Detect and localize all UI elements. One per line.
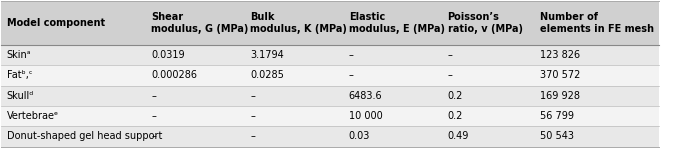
Text: Fatᵇ,ᶜ: Fatᵇ,ᶜ xyxy=(7,70,32,81)
Text: 50 543: 50 543 xyxy=(540,131,574,141)
Text: –: – xyxy=(151,111,156,121)
Bar xyxy=(1,1,659,45)
Text: 370 572: 370 572 xyxy=(540,70,580,81)
Text: Elastic
modulus, E (MPa): Elastic modulus, E (MPa) xyxy=(349,12,445,34)
Bar xyxy=(1,106,659,126)
Text: –: – xyxy=(349,70,354,81)
Text: 56 799: 56 799 xyxy=(540,111,574,121)
Text: 0.000286: 0.000286 xyxy=(151,70,198,81)
Text: 123 826: 123 826 xyxy=(540,50,580,60)
Text: –: – xyxy=(250,111,255,121)
Text: Bulk
modulus, K (MPa): Bulk modulus, K (MPa) xyxy=(250,12,347,34)
Bar xyxy=(1,126,659,147)
Bar xyxy=(1,45,659,65)
Text: –: – xyxy=(447,70,452,81)
Text: 0.49: 0.49 xyxy=(447,131,469,141)
Text: –: – xyxy=(250,91,255,101)
Text: Model component: Model component xyxy=(7,18,105,28)
Text: 6483.6: 6483.6 xyxy=(349,91,382,101)
Text: –: – xyxy=(151,91,156,101)
Text: Number of
elements in FE mesh: Number of elements in FE mesh xyxy=(540,12,654,34)
Text: 10 000: 10 000 xyxy=(349,111,382,121)
Text: –: – xyxy=(250,131,255,141)
Text: 0.03: 0.03 xyxy=(349,131,370,141)
Text: –: – xyxy=(349,50,354,60)
Text: Vertebraeᵉ: Vertebraeᵉ xyxy=(7,111,59,121)
Bar xyxy=(1,86,659,106)
Text: 0.2: 0.2 xyxy=(447,111,463,121)
Text: 0.0285: 0.0285 xyxy=(250,70,284,81)
Text: –: – xyxy=(151,131,156,141)
Text: 0.0319: 0.0319 xyxy=(151,50,185,60)
Text: Poisson’s
ratio, v (MPa): Poisson’s ratio, v (MPa) xyxy=(447,12,523,34)
Text: 0.2: 0.2 xyxy=(447,91,463,101)
Text: Skinᵃ: Skinᵃ xyxy=(7,50,31,60)
Bar xyxy=(1,65,659,86)
Text: Skullᵈ: Skullᵈ xyxy=(7,91,34,101)
Text: Shear
modulus, G (MPa): Shear modulus, G (MPa) xyxy=(151,12,249,34)
Text: –: – xyxy=(447,50,452,60)
Text: Donut-shaped gel head support: Donut-shaped gel head support xyxy=(7,131,162,141)
Text: 169 928: 169 928 xyxy=(540,91,580,101)
Text: 3.1794: 3.1794 xyxy=(250,50,284,60)
